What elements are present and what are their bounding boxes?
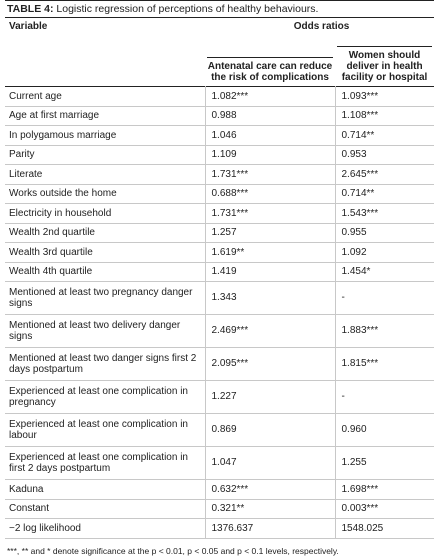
- table-row: Age at first marriage 0.988 1.108***: [5, 106, 435, 126]
- row-label: Kaduna: [5, 479, 205, 500]
- row-label: Literate: [5, 164, 205, 185]
- antenatal-care-value: 1.046: [204, 125, 336, 146]
- row-label: In polygamous marriage: [5, 125, 205, 146]
- health-facility-value: 0.003***: [335, 499, 435, 519]
- row-label: Mentioned at least two danger signs firs…: [5, 347, 205, 381]
- health-facility-value: 0.955: [335, 223, 435, 243]
- subheader-row: Antenatal care can reduce the risk of co…: [5, 35, 435, 87]
- row-label: Experienced at least one complication in…: [5, 380, 205, 414]
- health-facility-value: 0.953: [335, 145, 435, 165]
- table-title: TABLE 4: Logistic regression of percepti…: [5, 0, 434, 18]
- health-facility-value: 0.714**: [335, 184, 435, 204]
- antenatal-care-value: 1.731***: [204, 203, 336, 224]
- antenatal-care-value: 2.469***: [204, 314, 336, 348]
- antenatal-care-value: 0.988: [204, 106, 336, 126]
- row-label: Mentioned at least two pregnancy danger …: [5, 281, 205, 315]
- table-row: In polygamous marriage 1.046 0.714**: [5, 125, 435, 146]
- health-facility-value: 1.092: [335, 242, 435, 263]
- health-facility-value: 1.255: [335, 446, 435, 480]
- table-row: Wealth 3rd quartile 1.619** 1.092: [5, 242, 435, 263]
- antenatal-care-value: 0.869: [204, 413, 336, 447]
- table-row: Kaduna 0.632*** 1.698***: [5, 479, 435, 500]
- antenatal-care-value: 1.257: [204, 223, 336, 243]
- table-row: Experienced at least one complication in…: [5, 380, 435, 414]
- health-facility-value: 1.698***: [335, 479, 435, 500]
- row-label: Age at first marriage: [5, 106, 205, 126]
- table-row: Constant 0.321** 0.003***: [5, 499, 435, 519]
- antenatal-care-value: 1.731***: [204, 164, 336, 185]
- health-facility-header: Women should deliver in health facility …: [337, 46, 433, 83]
- antenatal-care-value: 1.082***: [204, 86, 336, 107]
- health-facility-value: 1.454*: [335, 262, 435, 282]
- health-facility-value: 0.714**: [335, 125, 435, 146]
- antenatal-care-value: 1376.637: [204, 518, 336, 539]
- row-label: Works outside the home: [5, 184, 205, 204]
- footnote: ***, ** and * denote significance at the…: [7, 545, 339, 556]
- odds-ratios-header: Odds ratios: [293, 21, 350, 32]
- health-facility-value: 1.815***: [335, 347, 435, 381]
- row-label: −2 log likelihood: [5, 518, 205, 539]
- table-caption: Logistic regression of perceptions of he…: [53, 3, 319, 15]
- health-facility-value: 1.543***: [335, 203, 435, 224]
- health-facility-value: -: [335, 281, 435, 315]
- table-container: TABLE 4: Logistic regression of percepti…: [5, 0, 435, 556]
- antenatal-care-value: 1.619**: [204, 242, 336, 263]
- table-row: Current age 1.082*** 1.093***: [5, 86, 435, 107]
- row-label: Mentioned at least two delivery danger s…: [5, 314, 205, 348]
- table-row: Works outside the home 0.688*** 0.714**: [5, 184, 435, 204]
- table-row: Wealth 2nd quartile 1.257 0.955: [5, 223, 435, 243]
- health-facility-value: -: [335, 380, 435, 414]
- row-label: Parity: [5, 145, 205, 165]
- row-label: Wealth 4th quartile: [5, 262, 205, 282]
- row-label: Wealth 3rd quartile: [5, 242, 205, 263]
- antenatal-care-value: 0.688***: [204, 184, 336, 204]
- health-facility-value: 1.093***: [335, 86, 435, 107]
- row-label: Current age: [5, 86, 205, 107]
- table-number: TABLE 4:: [7, 3, 54, 15]
- table-row: Literate 1.731*** 2.645***: [5, 164, 435, 185]
- health-facility-value: 2.645***: [335, 164, 435, 185]
- row-label: Experienced at least one complication in…: [5, 446, 205, 480]
- row-label: Experienced at least one complication in…: [5, 413, 205, 447]
- row-label: Wealth 2nd quartile: [5, 223, 205, 243]
- health-facility-value: 1.883***: [335, 314, 435, 348]
- table-row: −2 log likelihood 1376.637 1548.025: [5, 518, 435, 539]
- table-row: Experienced at least one complication in…: [5, 446, 435, 480]
- table-row: Mentioned at least two delivery danger s…: [5, 314, 435, 348]
- antenatal-care-header: Antenatal care can reduce the risk of co…: [207, 57, 333, 83]
- antenatal-care-value: 1.343: [204, 281, 336, 315]
- table-row: Experienced at least one complication in…: [5, 413, 435, 447]
- antenatal-care-value: 0.321**: [204, 499, 336, 519]
- antenatal-care-value: 0.632***: [204, 479, 336, 500]
- antenatal-care-value: 2.095***: [204, 347, 336, 381]
- row-label: Electricity in household: [5, 203, 205, 224]
- table-row: Wealth 4th quartile 1.419 1.454*: [5, 262, 435, 282]
- health-facility-value: 1548.025: [335, 518, 435, 539]
- antenatal-care-value: 1.109: [204, 145, 336, 165]
- health-facility-value: 0.960: [335, 413, 435, 447]
- antenatal-care-value: 1.047: [204, 446, 336, 480]
- table-row: Parity 1.109 0.953: [5, 145, 435, 165]
- variable-header: Variable: [9, 21, 48, 32]
- antenatal-care-value: 1.419: [204, 262, 336, 282]
- regression-table: Variable Odds ratios Antenatal care can …: [5, 18, 435, 539]
- header-row: Variable Odds ratios: [5, 18, 434, 35]
- row-label: Constant: [5, 499, 205, 519]
- table-row: Mentioned at least two pregnancy danger …: [5, 281, 435, 315]
- antenatal-care-value: 1.227: [204, 380, 336, 414]
- health-facility-value: 1.108***: [335, 106, 435, 126]
- table-body: Current age 1.082*** 1.093*** Age at first …: [5, 86, 435, 539]
- table-row: Electricity in household 1.731*** 1.543***: [5, 203, 435, 224]
- table-row: Mentioned at least two danger signs firs…: [5, 347, 435, 381]
